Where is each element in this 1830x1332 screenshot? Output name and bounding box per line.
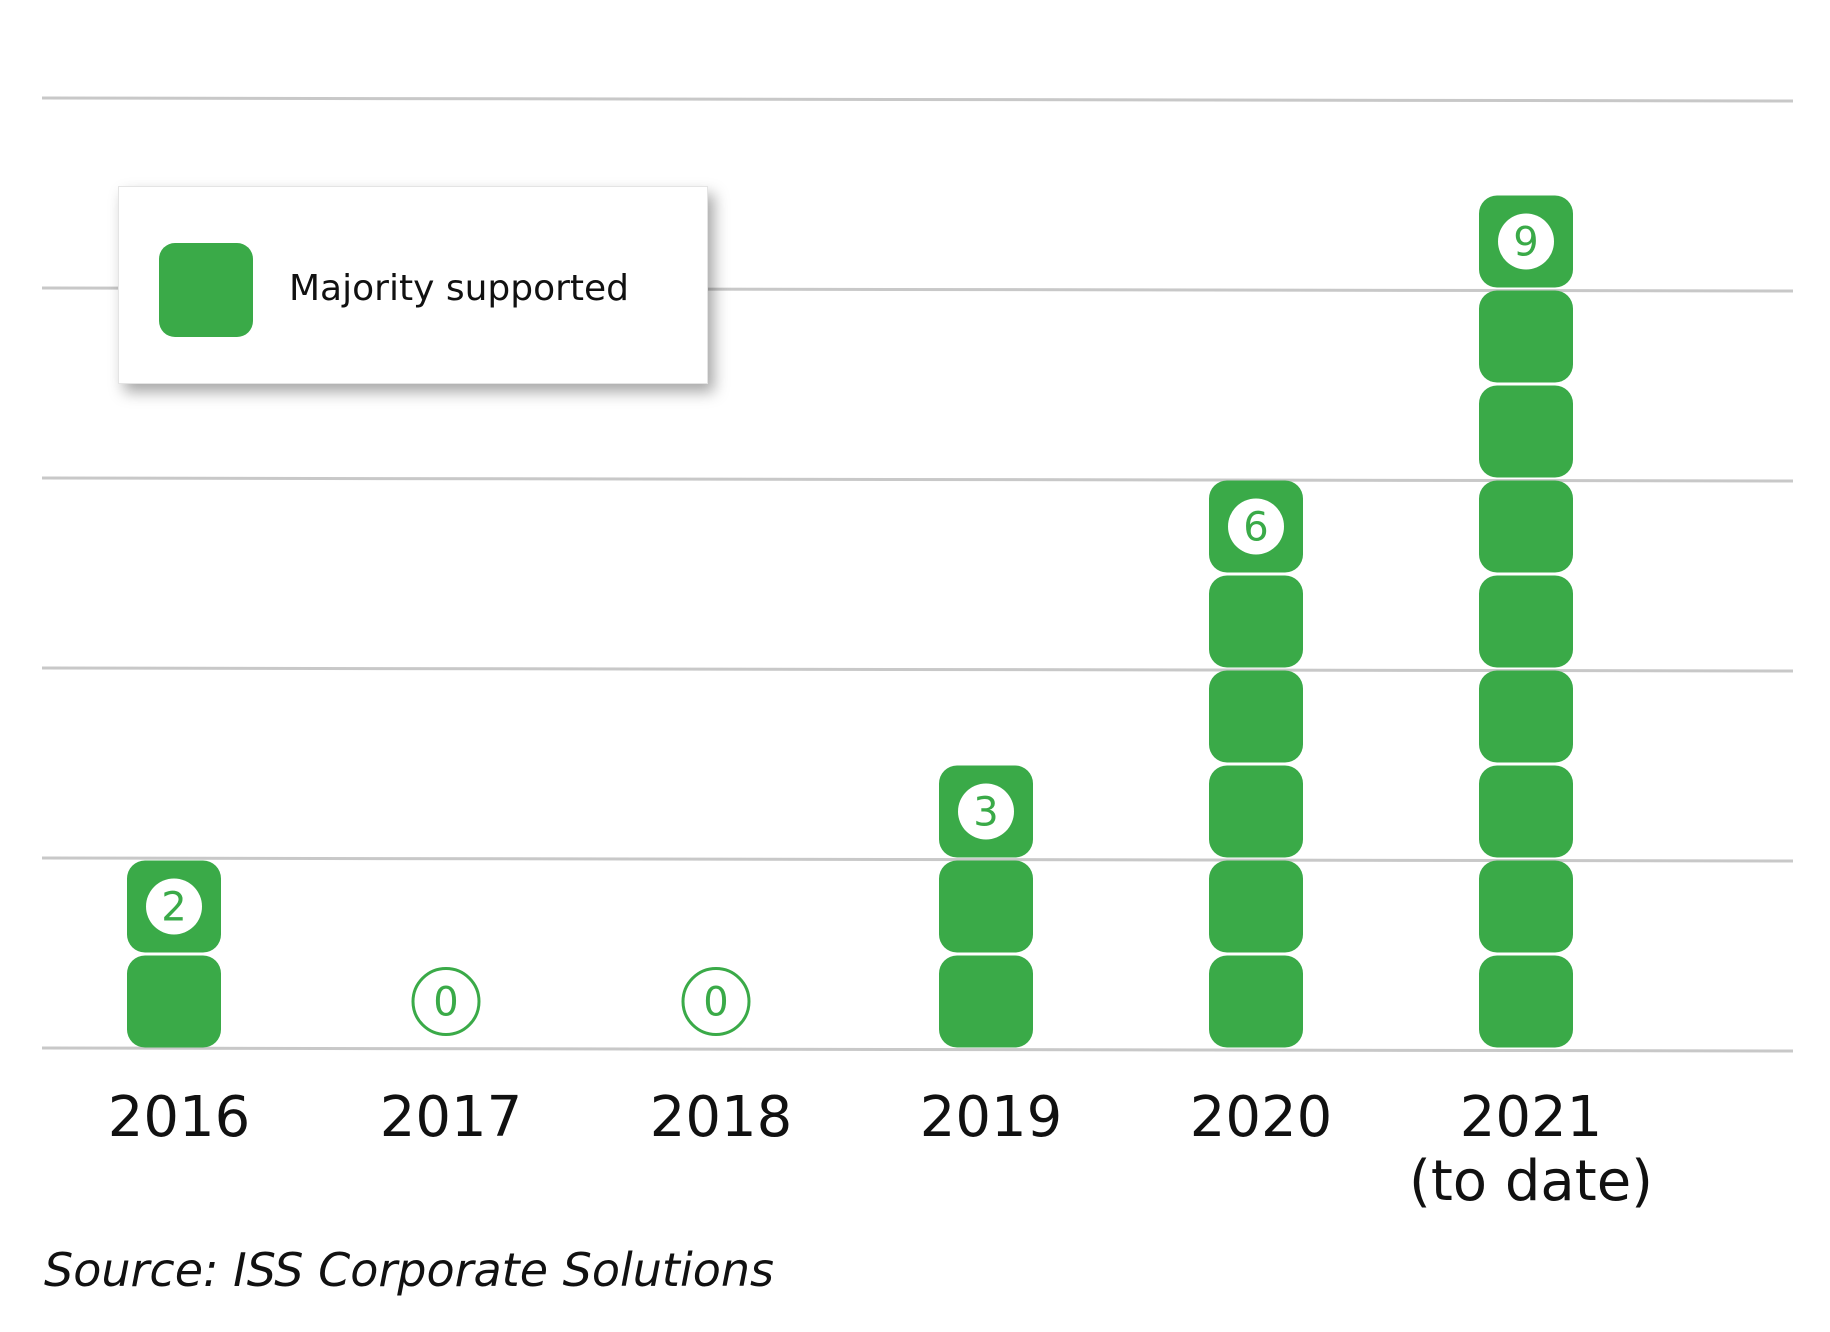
data-label: 3	[973, 790, 998, 836]
bar-block	[1479, 290, 1573, 383]
data-label: 6	[1243, 505, 1268, 551]
x-axis-tick-labels: 2016 2017 2018 2019 2020 2021(to date)	[108, 1085, 1653, 1214]
bar-block	[939, 955, 1033, 1048]
bar-block	[1209, 765, 1303, 858]
bar-block	[1479, 765, 1573, 858]
x-tick-label: 2016	[108, 1085, 251, 1150]
value-badge	[1228, 498, 1284, 555]
x-tick-label: 2019	[920, 1085, 1063, 1150]
bar-block	[1479, 575, 1573, 668]
legend-swatch	[159, 243, 253, 337]
legend-label: Majority supported	[289, 268, 630, 309]
x-tick-label: (to date)	[1409, 1149, 1653, 1214]
bars: 2 0 0 3 6 9	[127, 195, 1573, 1048]
source-note: Source: ISS Corporate Solutions	[44, 1243, 775, 1297]
bar-block	[1479, 860, 1573, 953]
value-badge	[1498, 213, 1554, 270]
data-label: 0	[703, 980, 728, 1026]
gridline	[41, 96, 1794, 103]
bar-block	[1209, 575, 1303, 668]
bar-block	[1479, 385, 1573, 478]
data-label: 2	[161, 885, 186, 931]
value-badge	[958, 783, 1014, 840]
data-label: 9	[1513, 220, 1538, 266]
bar-block	[1479, 670, 1573, 763]
legend: Majority supported	[118, 186, 708, 384]
value-badge	[146, 878, 202, 935]
bar-block	[939, 860, 1033, 953]
bar-block	[1479, 480, 1573, 573]
bar-block	[1209, 670, 1303, 763]
zero-value-marker	[411, 967, 481, 1036]
gridline	[41, 1046, 1794, 1053]
x-tick-label: 2020	[1190, 1085, 1333, 1150]
bar-block	[1209, 860, 1303, 953]
data-label: 0	[433, 980, 458, 1026]
bar-block	[1479, 955, 1573, 1048]
zero-value-marker	[681, 967, 751, 1036]
bar-block	[1209, 955, 1303, 1048]
x-tick-label: 2017	[380, 1085, 523, 1150]
bar-block	[127, 955, 221, 1048]
x-tick-label: 2018	[650, 1085, 793, 1150]
x-tick-label: 2021	[1460, 1085, 1603, 1150]
